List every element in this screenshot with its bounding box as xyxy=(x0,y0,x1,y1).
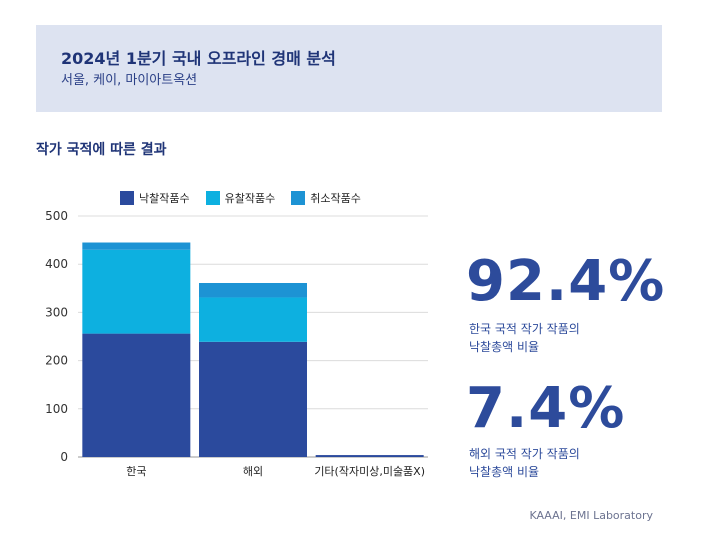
x-tick-label: 기타(작자미상,미술품X) xyxy=(314,465,425,478)
x-tick-label: 한국 xyxy=(126,465,146,478)
y-tick-label: 0 xyxy=(60,450,68,464)
report-header: 2024년 1분기 국내 오프라인 경매 분석 서울, 케이, 마이아트옥션 xyxy=(36,25,662,112)
stat-foreign-desc-line2: 낙찰총액 비율 xyxy=(469,465,540,479)
stat-foreign-desc: 해외 국적 작가 작품의 낙찰총액 비율 xyxy=(469,445,649,481)
x-tick-label: 해외 xyxy=(243,464,263,478)
legend-label-sold: 낙찰작품수 xyxy=(139,192,190,205)
bar-1-series-2 xyxy=(199,282,307,298)
report-title: 2024년 1분기 국내 오프라인 경매 분석 xyxy=(61,49,336,68)
bar-2-series-0 xyxy=(315,455,424,457)
legend-swatch-sold xyxy=(120,191,134,205)
bar-0-series-1 xyxy=(82,249,191,334)
y-tick-label: 500 xyxy=(45,209,68,223)
y-tick-label: 300 xyxy=(45,305,68,319)
y-tick-label: 200 xyxy=(45,354,68,368)
y-tick-label: 400 xyxy=(45,257,68,271)
stat-foreign-value: 7.4% xyxy=(466,376,626,441)
bar-0-series-2 xyxy=(82,242,191,250)
bar-1-series-1 xyxy=(199,297,307,342)
chart-legend: 낙찰작품수 유찰작품수 취소작품수 xyxy=(120,190,377,206)
stat-korean-desc: 한국 국적 작가 작품의 낙찰총액 비율 xyxy=(469,320,649,356)
report-subtitle: 서울, 케이, 마이아트옥션 xyxy=(61,73,198,88)
bar-1-series-0 xyxy=(199,341,307,457)
y-tick-label: 100 xyxy=(45,402,68,416)
section-title: 작가 국적에 따른 결과 xyxy=(36,142,167,158)
stat-korean-desc-line1: 한국 국적 작가 작품의 xyxy=(469,322,580,336)
legend-label-cancelled: 취소작품수 xyxy=(310,192,361,205)
legend-swatch-unsold xyxy=(205,191,220,205)
legend-swatch-cancelled xyxy=(291,191,306,205)
bar-0-series-0 xyxy=(82,333,191,457)
legend-item-cancelled: 취소작품수 xyxy=(291,190,361,206)
legend-label-unsold: 유찰작품수 xyxy=(224,192,276,205)
legend-item-sold: 낙찰작품수 xyxy=(120,190,190,206)
stat-foreign-desc-line1: 해외 국적 작가 작품의 xyxy=(469,447,580,461)
stat-korean-desc-line2: 낙찰총액 비율 xyxy=(469,340,540,354)
stat-korean-value: 92.4% xyxy=(466,249,666,314)
footer-credit: KAAAI, EMI Laboratory xyxy=(529,509,653,522)
legend-item-unsold: 유찰작품수 xyxy=(205,190,276,206)
